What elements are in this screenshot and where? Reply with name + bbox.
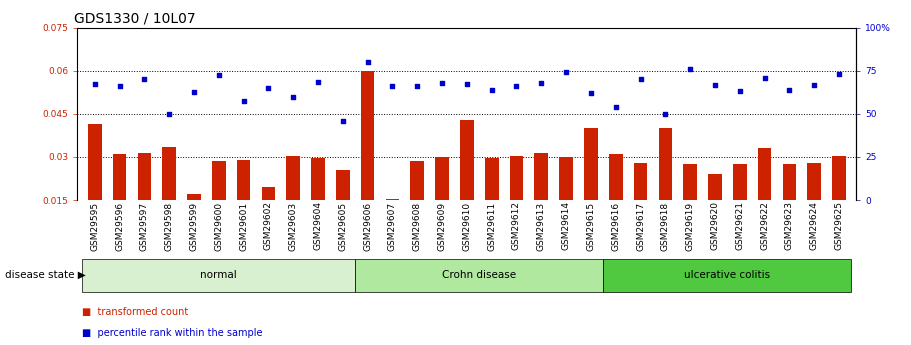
Point <box>187 90 201 95</box>
Point <box>335 118 350 124</box>
Bar <box>683 164 697 243</box>
Bar <box>212 161 226 243</box>
Bar <box>385 199 399 243</box>
Bar <box>261 187 275 243</box>
Text: normal: normal <box>200 270 237 280</box>
Point <box>162 111 177 117</box>
Point <box>112 83 127 89</box>
Bar <box>634 163 648 243</box>
Point <box>609 104 623 110</box>
Point <box>410 83 425 89</box>
Point <box>633 77 648 82</box>
Bar <box>659 128 672 243</box>
Bar <box>535 152 548 243</box>
Point <box>534 80 548 86</box>
Point <box>732 89 747 94</box>
Bar <box>509 156 523 243</box>
Text: ■  transformed count: ■ transformed count <box>82 307 189 317</box>
Point <box>807 82 822 87</box>
Point <box>261 85 276 91</box>
Bar <box>584 128 598 243</box>
Text: ulcerative colitis: ulcerative colitis <box>684 270 771 280</box>
Bar <box>237 160 251 243</box>
Point <box>236 98 251 104</box>
Point <box>832 71 846 77</box>
Bar <box>832 156 845 243</box>
Bar <box>609 154 622 243</box>
Bar <box>758 148 772 243</box>
Bar <box>708 174 722 243</box>
Point <box>683 66 698 72</box>
Bar <box>485 158 498 243</box>
Bar <box>336 170 350 243</box>
Point <box>460 81 475 87</box>
Bar <box>113 154 127 243</box>
Bar <box>559 157 573 243</box>
Point <box>485 87 499 92</box>
Point <box>286 94 301 99</box>
Bar <box>460 120 474 243</box>
Point <box>584 90 599 96</box>
Point <box>509 83 524 89</box>
Text: GDS1330 / 10L07: GDS1330 / 10L07 <box>74 11 195 25</box>
Bar <box>435 157 449 243</box>
Bar <box>361 71 374 243</box>
Bar <box>807 163 821 243</box>
Bar <box>138 152 151 243</box>
Point <box>311 79 325 85</box>
Bar <box>162 147 176 243</box>
Point <box>385 83 400 89</box>
Point <box>782 87 796 92</box>
Point <box>435 80 449 86</box>
Point <box>658 111 672 117</box>
Bar <box>286 156 300 243</box>
Bar <box>187 194 200 243</box>
Point <box>138 77 152 82</box>
Point <box>361 59 375 65</box>
Text: ■  percentile rank within the sample: ■ percentile rank within the sample <box>82 328 262 338</box>
Point <box>558 70 573 75</box>
Point <box>757 76 772 81</box>
Text: disease state ▶: disease state ▶ <box>5 270 86 280</box>
Point <box>211 72 226 78</box>
Point <box>708 82 722 87</box>
Point <box>87 81 102 87</box>
Bar <box>88 124 102 243</box>
Bar <box>783 164 796 243</box>
Bar <box>312 158 325 243</box>
Bar <box>411 161 425 243</box>
Text: Crohn disease: Crohn disease <box>442 270 517 280</box>
Bar <box>733 164 747 243</box>
